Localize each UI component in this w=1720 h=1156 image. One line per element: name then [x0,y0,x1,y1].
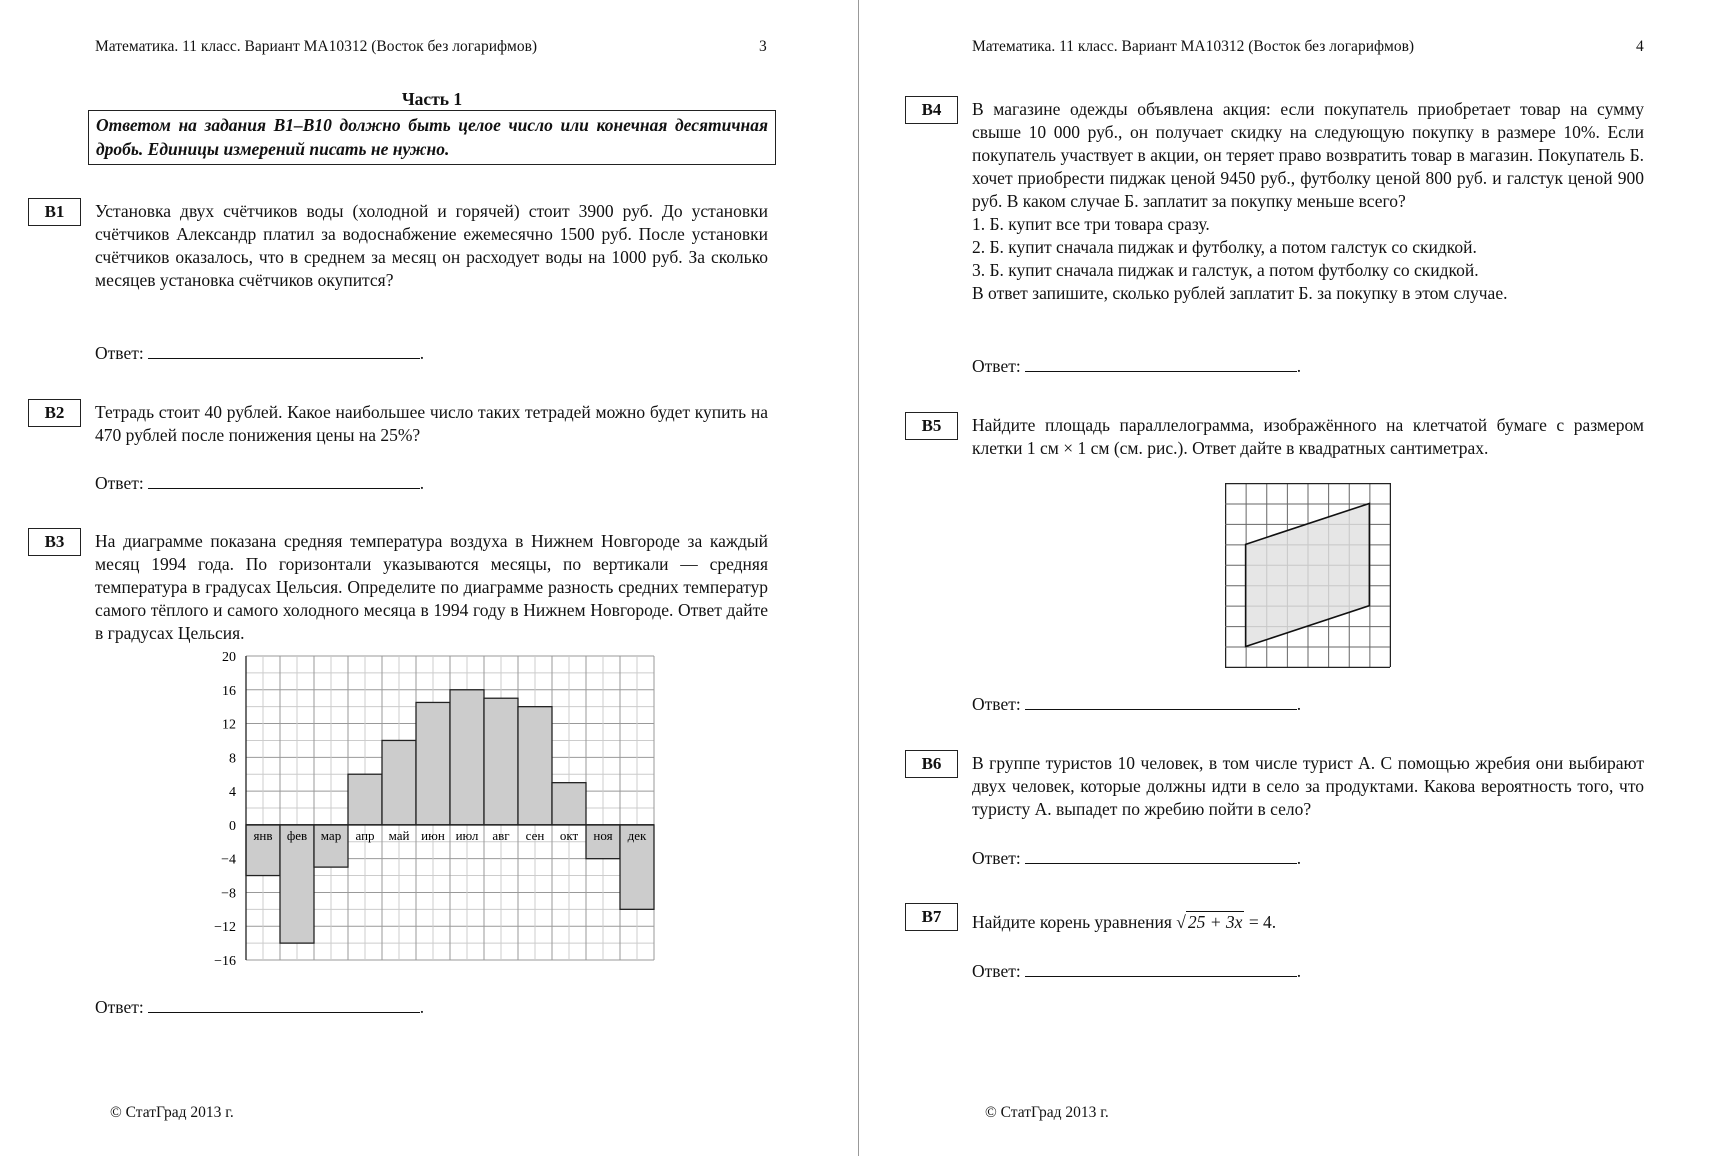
equation-rhs: = 4. [1248,912,1277,932]
y-tick-label: 16 [222,684,236,699]
answer-line[interactable] [1024,847,1297,864]
y-tick-label: 12 [222,718,236,733]
answer-line[interactable] [147,472,420,489]
y-tick-label: 4 [229,785,236,800]
x-tick-label: янв [253,828,272,843]
x-tick-label: дек [628,828,647,843]
answer-label: Ответ: [972,694,1021,714]
bar-июн [415,701,451,826]
option-3: 3. Б. купит сначала пиджак и галстук, а … [972,260,1479,280]
x-tick-label: сен [526,828,545,843]
task-text-b6: В группе туристов 10 человек, в том числ… [972,753,1644,819]
page-header: Математика. 11 класс. Вариант МА10312 (В… [95,38,538,55]
sqrt-argument: 25 + 3x [1185,911,1245,932]
task-text-b3: На диаграмме показана средняя температур… [95,531,768,643]
task-label-b4: B4 [905,96,958,124]
bar-ноя [585,824,621,860]
bar-авг [483,697,519,826]
bar-мар [313,824,349,868]
option-1: 1. Б. купит все три товара сразу. [972,214,1210,234]
answer-b6[interactable]: Ответ:. [972,847,1302,868]
task-label-b6: B6 [905,750,958,778]
answer-b5[interactable]: Ответ:. [972,693,1302,714]
bar-дек [619,824,655,910]
task-label-b7: B7 [905,903,958,931]
y-tick-label: 20 [222,650,236,665]
task-text-b7: Найдите корень уравнения √ 25 + 3x = 4. [972,911,1644,934]
bar-июл [449,689,485,826]
answer-label: Ответ: [95,473,144,493]
answer-label: Ответ: [972,356,1021,376]
answer-b7[interactable]: Ответ:. [972,960,1302,981]
y-tick-label: −16 [214,954,236,969]
x-tick-label: апр [355,828,374,843]
footer-copyright: © СтатГрад 2013 г. [110,1104,234,1121]
parallelogram [1244,502,1371,648]
y-tick-label: −12 [214,920,236,935]
page-number: 4 [1636,38,1644,55]
answer-line[interactable] [1024,693,1297,710]
answer-line[interactable] [1024,960,1297,977]
page-divider [858,0,859,1156]
task-b4-note: В ответ запишите, сколько рублей заплати… [972,283,1508,303]
answer-label: Ответ: [95,997,144,1017]
part-title: Часть 1 [401,89,463,109]
x-tick-label: июл [456,828,479,843]
x-tick-label: авг [492,828,509,843]
x-tick-label: июн [421,828,445,843]
x-tick-label: ноя [593,828,612,843]
answer-b2[interactable]: Ответ:. [95,472,425,493]
x-tick-label: мар [321,828,341,843]
answer-line[interactable] [1024,355,1297,372]
task-text-b5: Найдите площадь параллелограмма, изображ… [972,415,1644,458]
task-text-b1: Установка двух счётчиков воды (холодной … [95,201,768,290]
option-2: 2. Б. купит сначала пиджак и футболку, а… [972,237,1477,257]
task-label-b3: B3 [28,528,81,556]
temperature-chart: янв фев мар апр май июн июл авг сен окт ноя дек 20 16… [214,650,655,969]
y-tick-label: 8 [229,751,236,766]
bar-окт [551,782,587,826]
page-header: Математика. 11 класс. Вариант МА10312 (В… [972,38,1415,55]
task-text-b4: В магазине одежды объявлена акция: если … [972,98,1644,305]
answer-label: Ответ: [972,961,1021,981]
answer-b1[interactable]: Ответ:. [95,342,425,363]
answer-b4[interactable]: Ответ:. [972,355,1302,376]
instruction-box: Ответом на задания B1–B10 должно быть це… [88,110,776,165]
answer-line[interactable] [147,342,420,359]
y-tick-label: −8 [221,886,236,901]
x-tick-label: фев [287,828,307,843]
task-label-b2: B2 [28,399,81,427]
footer-copyright: © СтатГрад 2013 г. [985,1104,1109,1121]
x-tick-label: май [389,828,410,843]
y-tick-label: −4 [221,853,236,868]
task-b4-body: В магазине одежды объявлена акция: если … [972,99,1644,211]
bar-апр [347,773,383,826]
bar-май [381,739,417,826]
task-b7-text: Найдите корень уравнения [972,912,1172,932]
answer-label: Ответ: [95,343,144,363]
x-tick-label: окт [560,828,579,843]
bar-сен [517,706,553,826]
task-label-b1: B1 [28,198,81,226]
answer-b3[interactable]: Ответ:. [95,996,425,1017]
answer-label: Ответ: [972,848,1021,868]
parallelogram-figure [1225,483,1391,668]
answer-line[interactable] [147,996,420,1013]
task-label-b5: B5 [905,412,958,440]
y-tick-label: 0 [229,819,236,834]
task-text-b2: Тетрадь стоит 40 рублей. Какое наибольше… [95,402,768,445]
sqrt-symbol: √ [1176,912,1186,932]
page-number: 3 [759,38,767,55]
